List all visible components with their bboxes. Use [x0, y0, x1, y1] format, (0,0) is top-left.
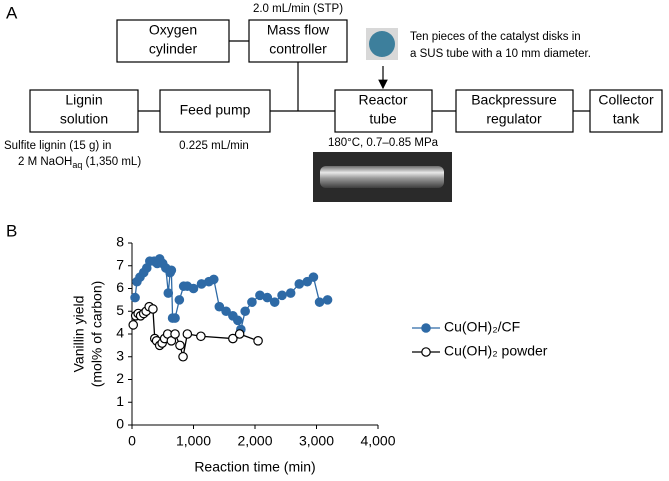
y-tick-label: 1	[116, 393, 124, 409]
node-label: Collector	[598, 92, 654, 108]
node-box	[589, 89, 663, 133]
node-box	[29, 89, 139, 133]
data-point	[262, 292, 273, 303]
node-label: Oxygen	[149, 22, 197, 38]
y-axis-title: (mol% of carbon)	[89, 281, 105, 388]
data-point	[182, 329, 193, 339]
y-axis-title: Vanillin yield	[71, 296, 87, 373]
annotation: Ten pieces of the catalyst disks in	[410, 31, 581, 43]
x-tick-label: 2,000	[237, 433, 272, 449]
node-label: cylinder	[149, 41, 198, 57]
data-point	[188, 283, 199, 294]
data-point	[314, 297, 325, 307]
y-tick-label: 6	[116, 279, 124, 295]
data-point	[269, 297, 280, 307]
annotation: 180°C, 0.7–0.85 MPa	[328, 137, 439, 149]
legend-marker	[421, 347, 431, 357]
y-tick-label: 0	[116, 416, 124, 432]
node-label: Feed pump	[180, 102, 251, 118]
data-point	[175, 340, 185, 351]
data-point	[166, 265, 177, 276]
data-point	[247, 297, 257, 307]
y-tick-label: 7	[116, 256, 124, 272]
y-tick-label: 4	[116, 325, 124, 341]
data-point	[240, 306, 250, 317]
data-point	[174, 295, 185, 305]
annotation: 2 M NaOHaq (1,350 mL)	[18, 156, 141, 170]
y-tick-label: 2	[116, 370, 124, 386]
x-tick-label: 1,000	[176, 433, 211, 449]
data-point	[128, 320, 139, 330]
data-point	[232, 315, 243, 326]
node-label: tank	[613, 111, 640, 127]
panel-label: A	[6, 3, 18, 22]
y-tick-label: 5	[116, 302, 124, 318]
data-point	[322, 295, 333, 305]
x-tick-label: 3,000	[299, 433, 334, 449]
data-point	[277, 290, 287, 301]
data-point	[294, 279, 305, 289]
annotation: Sulfite lignin (15 g) in	[4, 140, 111, 152]
data-point	[228, 333, 238, 344]
node-label: solution	[60, 111, 108, 127]
x-axis-title: Reaction time (min)	[194, 459, 315, 475]
node-label: Lignin	[65, 92, 102, 108]
node-label: controller	[269, 41, 327, 57]
annotation: 2.0 mL/min (STP)	[253, 3, 343, 15]
data-point	[221, 306, 231, 317]
legend-marker	[421, 323, 431, 333]
annotation: 0.225 mL/min	[179, 140, 249, 152]
data-point	[130, 292, 140, 303]
y-tick-label: 8	[116, 234, 124, 250]
node-box	[159, 89, 271, 133]
data-point	[208, 274, 219, 285]
x-tick-label: 0	[128, 433, 136, 449]
node-label: Backpressure	[471, 92, 557, 108]
data-point	[196, 331, 206, 342]
data-point	[170, 313, 180, 323]
node-label: Reactor	[358, 92, 407, 108]
data-point	[234, 329, 245, 339]
data-point	[308, 272, 319, 282]
panel-label: B	[6, 221, 17, 240]
node-label: tube	[369, 111, 396, 127]
legend-label: Cu(OH)₂ powder	[444, 343, 548, 359]
data-point	[285, 288, 296, 298]
node-label: regulator	[486, 111, 542, 127]
annotation-part: (1,350 mL)	[82, 156, 141, 168]
node-box	[455, 89, 574, 133]
data-point	[253, 336, 263, 346]
data-point	[178, 351, 188, 362]
data-point	[148, 304, 158, 314]
node-label: Mass flow	[267, 22, 330, 38]
annotation-part: 2 M NaOH	[18, 156, 72, 168]
data-point	[214, 301, 225, 312]
data-point	[163, 288, 174, 298]
catalyst-disk	[369, 31, 395, 57]
node-box	[116, 19, 230, 63]
node-box	[248, 19, 348, 63]
y-tick-label: 3	[116, 347, 124, 363]
tube	[320, 166, 444, 188]
node-box	[334, 89, 433, 133]
annotation: a SUS tube with a 10 mm diameter.	[410, 48, 591, 60]
annotation-sub: aq	[72, 160, 82, 170]
legend-label: Cu(OH)₂/CF	[444, 319, 520, 335]
data-point	[170, 329, 180, 339]
x-tick-label: 4,000	[360, 433, 395, 449]
